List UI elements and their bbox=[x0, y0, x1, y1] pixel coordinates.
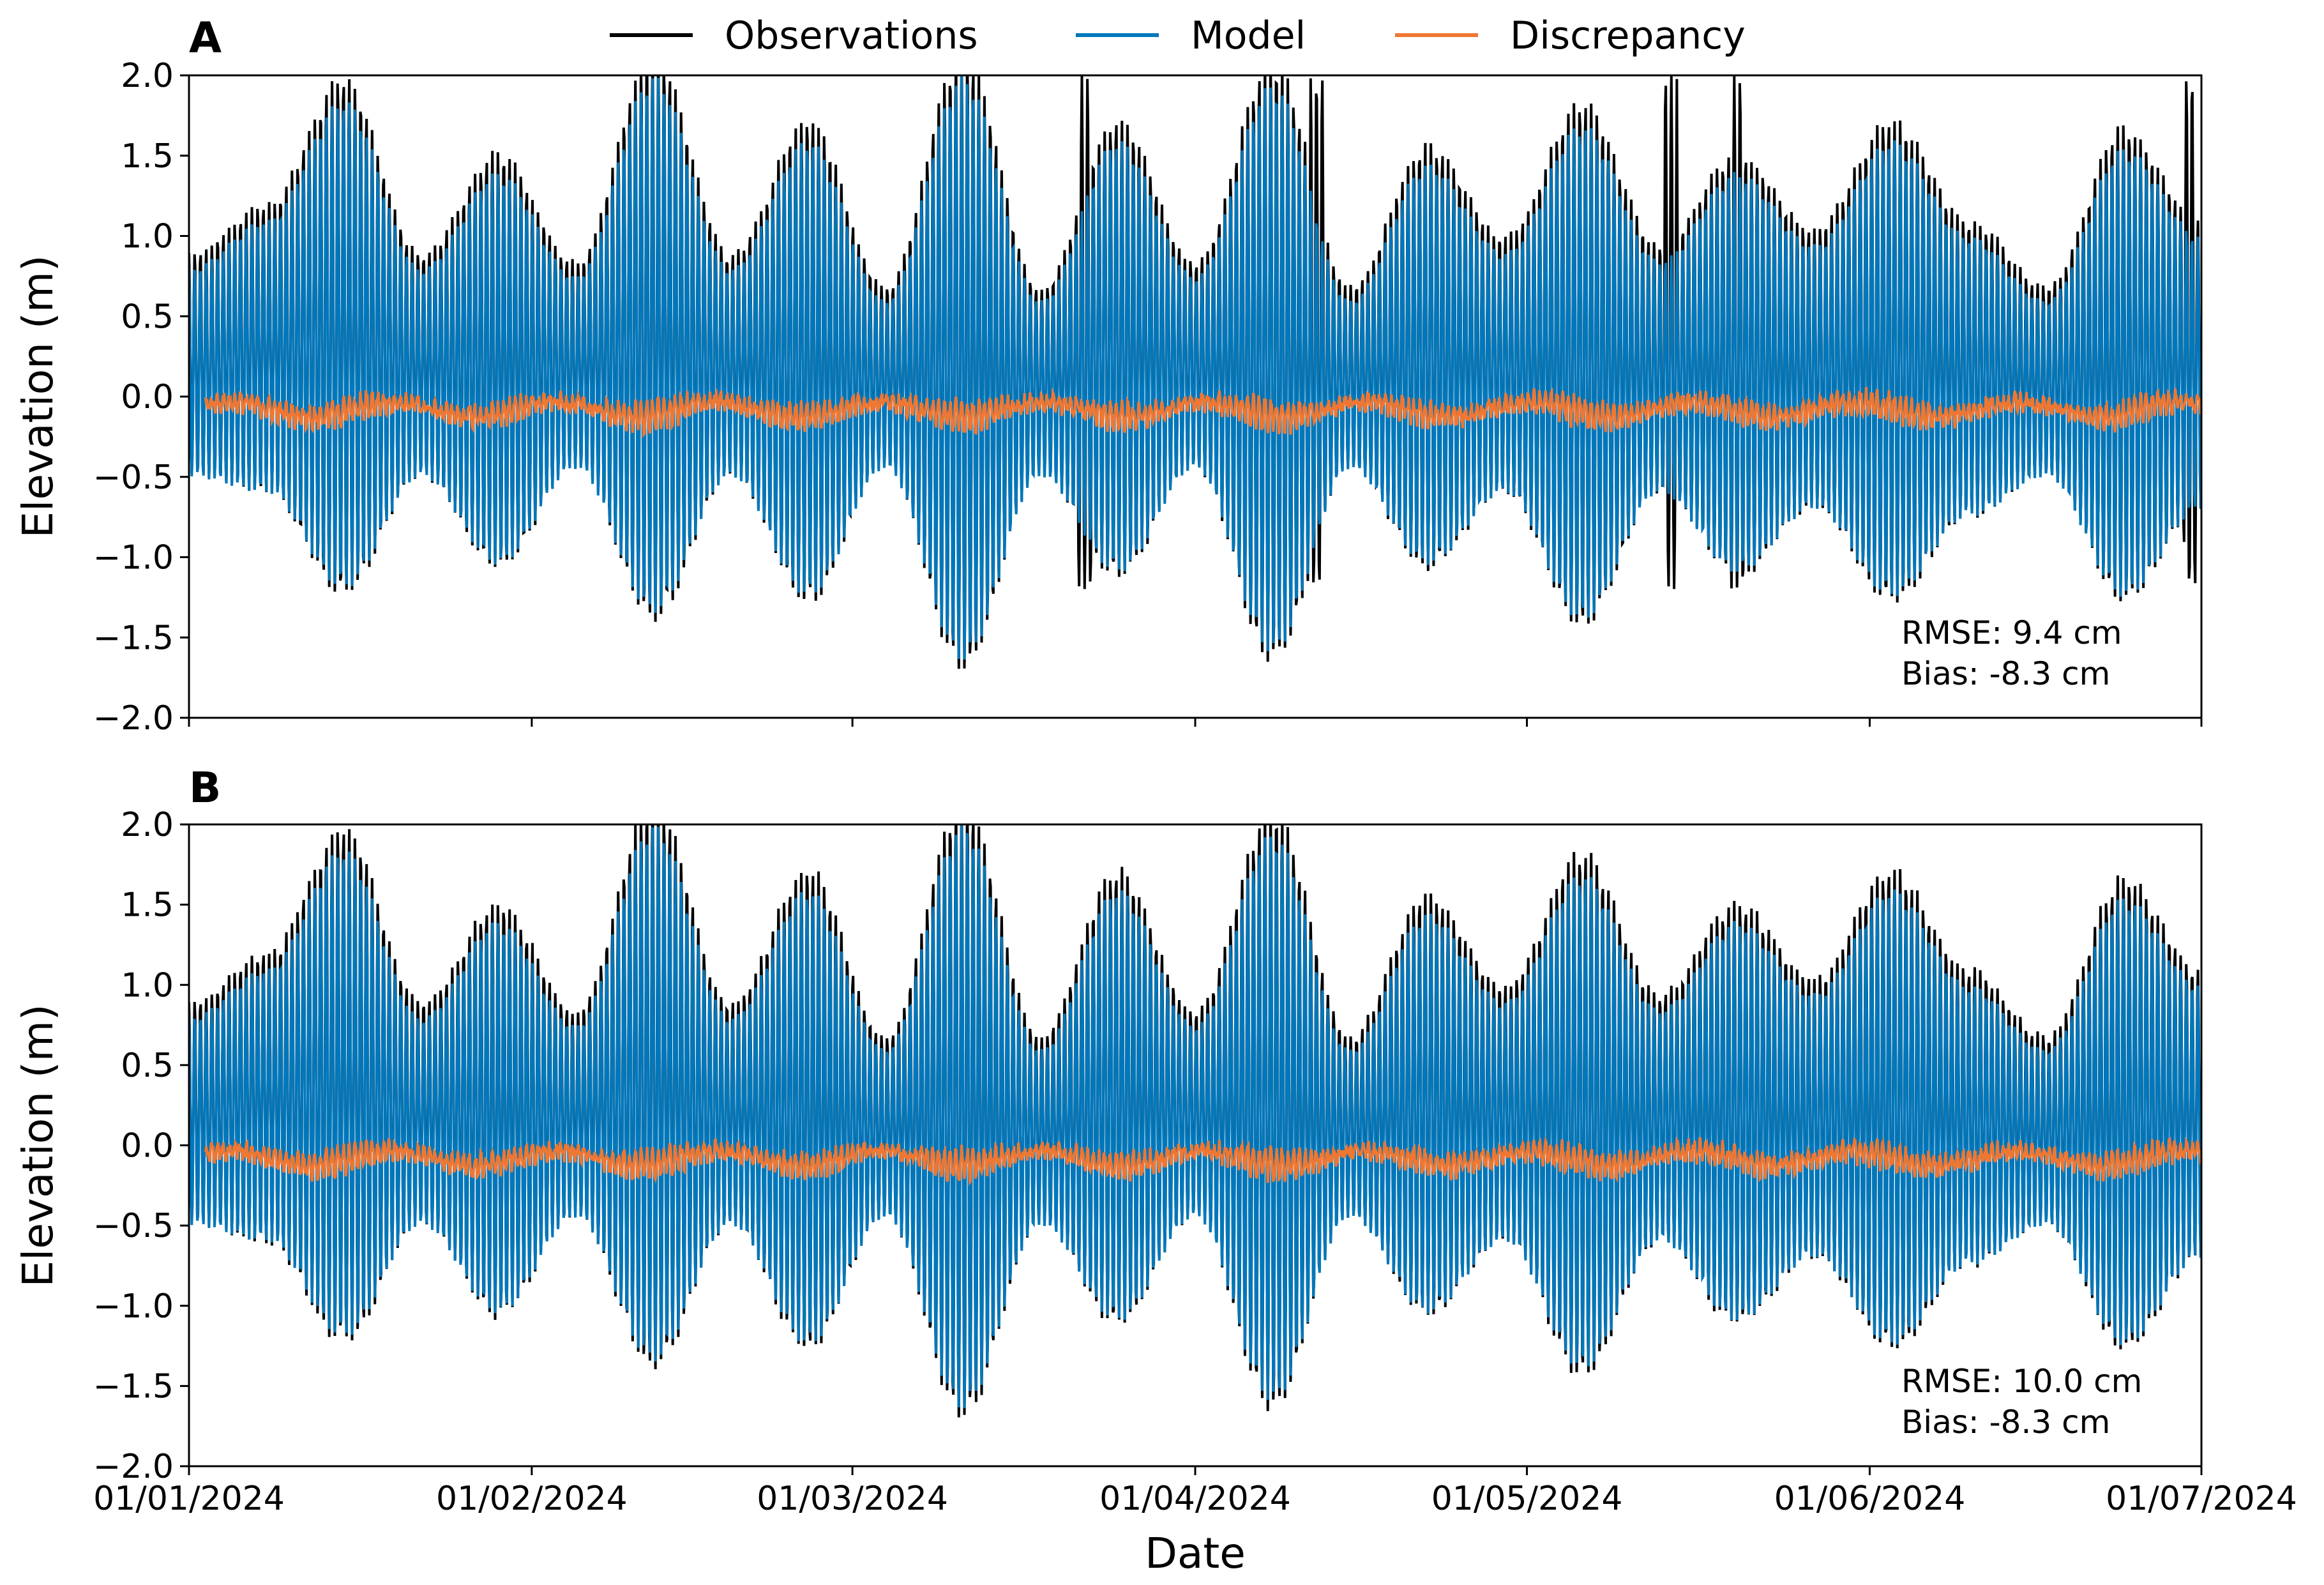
panel-a-y-tick-label: 2.0 bbox=[121, 57, 174, 95]
panel-a-series-model bbox=[189, 75, 2201, 660]
panel-a-series-discrepancy bbox=[204, 386, 2201, 439]
panel-b-y-tick-label: −2.0 bbox=[93, 1448, 174, 1486]
panel-b-y-ticks: −2.0 −1.5 −1.0 −0.5 0.0 0.5 1.0 1.5 2.0 bbox=[93, 806, 189, 1486]
panel-b-y-tick-label: 0.0 bbox=[121, 1127, 174, 1165]
panel-b-rmse: RMSE: 10.0 cm bbox=[1901, 1363, 2142, 1400]
panel-b-x-ticks bbox=[188, 1466, 2203, 1475]
x-tick-label: 01/04/2024 bbox=[1099, 1480, 1291, 1518]
panel-b-series-model bbox=[189, 824, 2201, 1408]
panel-a-y-axis-label: Elevation (m) bbox=[13, 255, 63, 538]
panel-a-letter: A bbox=[189, 13, 222, 63]
panel-a-y-tick-label: 1.0 bbox=[121, 218, 174, 256]
x-axis-label: Date bbox=[1145, 1529, 1246, 1578]
legend-label-observations: Observations bbox=[725, 13, 978, 58]
panel-a-y-tick-label: 0.0 bbox=[121, 378, 174, 416]
legend-label-discrepancy: Discrepancy bbox=[1510, 13, 1746, 58]
x-tick-labels: 01/01/2024 01/02/2024 01/03/2024 01/04/2024… bbox=[93, 1480, 2297, 1518]
panel-b: B −2.0 −1.5 −1.0 −0.5 0.0 0.5 1.0 1.5 2.0 Elevat… bbox=[13, 763, 2297, 1578]
legend-label-model: Model bbox=[1191, 13, 1306, 58]
panel-b-y-tick-label: −1.0 bbox=[93, 1287, 174, 1326]
panel-a-y-tick-label: −0.5 bbox=[93, 459, 174, 497]
panel-a-y-tick-label: −1.5 bbox=[93, 619, 174, 657]
panel-b-letter: B bbox=[189, 763, 221, 812]
panel-a-y-tick-label: 1.5 bbox=[121, 137, 174, 176]
panel-b-y-tick-label: 0.5 bbox=[121, 1047, 174, 1085]
panel-b-series-discrepancy bbox=[204, 1135, 2201, 1187]
panel-a-bias: Bias: -8.3 cm bbox=[1901, 655, 2110, 692]
panel-b-y-tick-label: −1.5 bbox=[93, 1367, 174, 1406]
panel-b-y-axis-label: Elevation (m) bbox=[13, 1004, 63, 1287]
panel-a: A −2.0 −1.5 −1.0 −0.5 0.0 0.5 1.0 1.5 2.0 Elevat… bbox=[13, 13, 2203, 738]
x-tick-label: 01/01/2024 bbox=[93, 1480, 285, 1518]
x-tick-label: 01/07/2024 bbox=[2106, 1480, 2297, 1518]
panel-a-y-tick-label: 0.5 bbox=[121, 298, 174, 336]
x-tick-label: 01/03/2024 bbox=[757, 1480, 948, 1518]
panel-b-y-tick-label: 1.5 bbox=[121, 886, 174, 925]
panel-a-y-tick-label: −2.0 bbox=[93, 699, 174, 738]
panel-b-bias: Bias: -8.3 cm bbox=[1901, 1404, 2110, 1441]
panel-a-rmse: RMSE: 9.4 cm bbox=[1901, 614, 2122, 651]
x-tick-label: 01/06/2024 bbox=[1774, 1480, 1966, 1518]
panel-a-y-tick-label: −1.0 bbox=[93, 539, 174, 577]
x-tick-label: 01/05/2024 bbox=[1431, 1480, 1623, 1518]
panel-a-x-ticks bbox=[188, 718, 2203, 727]
panel-a-data bbox=[189, 75, 2201, 669]
panel-b-y-tick-label: 2.0 bbox=[121, 806, 174, 844]
legend: Observations Model Discrepancy bbox=[610, 13, 1746, 58]
x-tick-label: 01/02/2024 bbox=[436, 1480, 628, 1518]
panel-b-data bbox=[189, 824, 2201, 1418]
panel-b-y-tick-label: 1.0 bbox=[121, 966, 174, 1005]
panel-a-y-ticks: −2.0 −1.5 −1.0 −0.5 0.0 0.5 1.0 1.5 2.0 bbox=[93, 57, 189, 738]
panel-b-y-tick-label: −0.5 bbox=[93, 1207, 174, 1245]
